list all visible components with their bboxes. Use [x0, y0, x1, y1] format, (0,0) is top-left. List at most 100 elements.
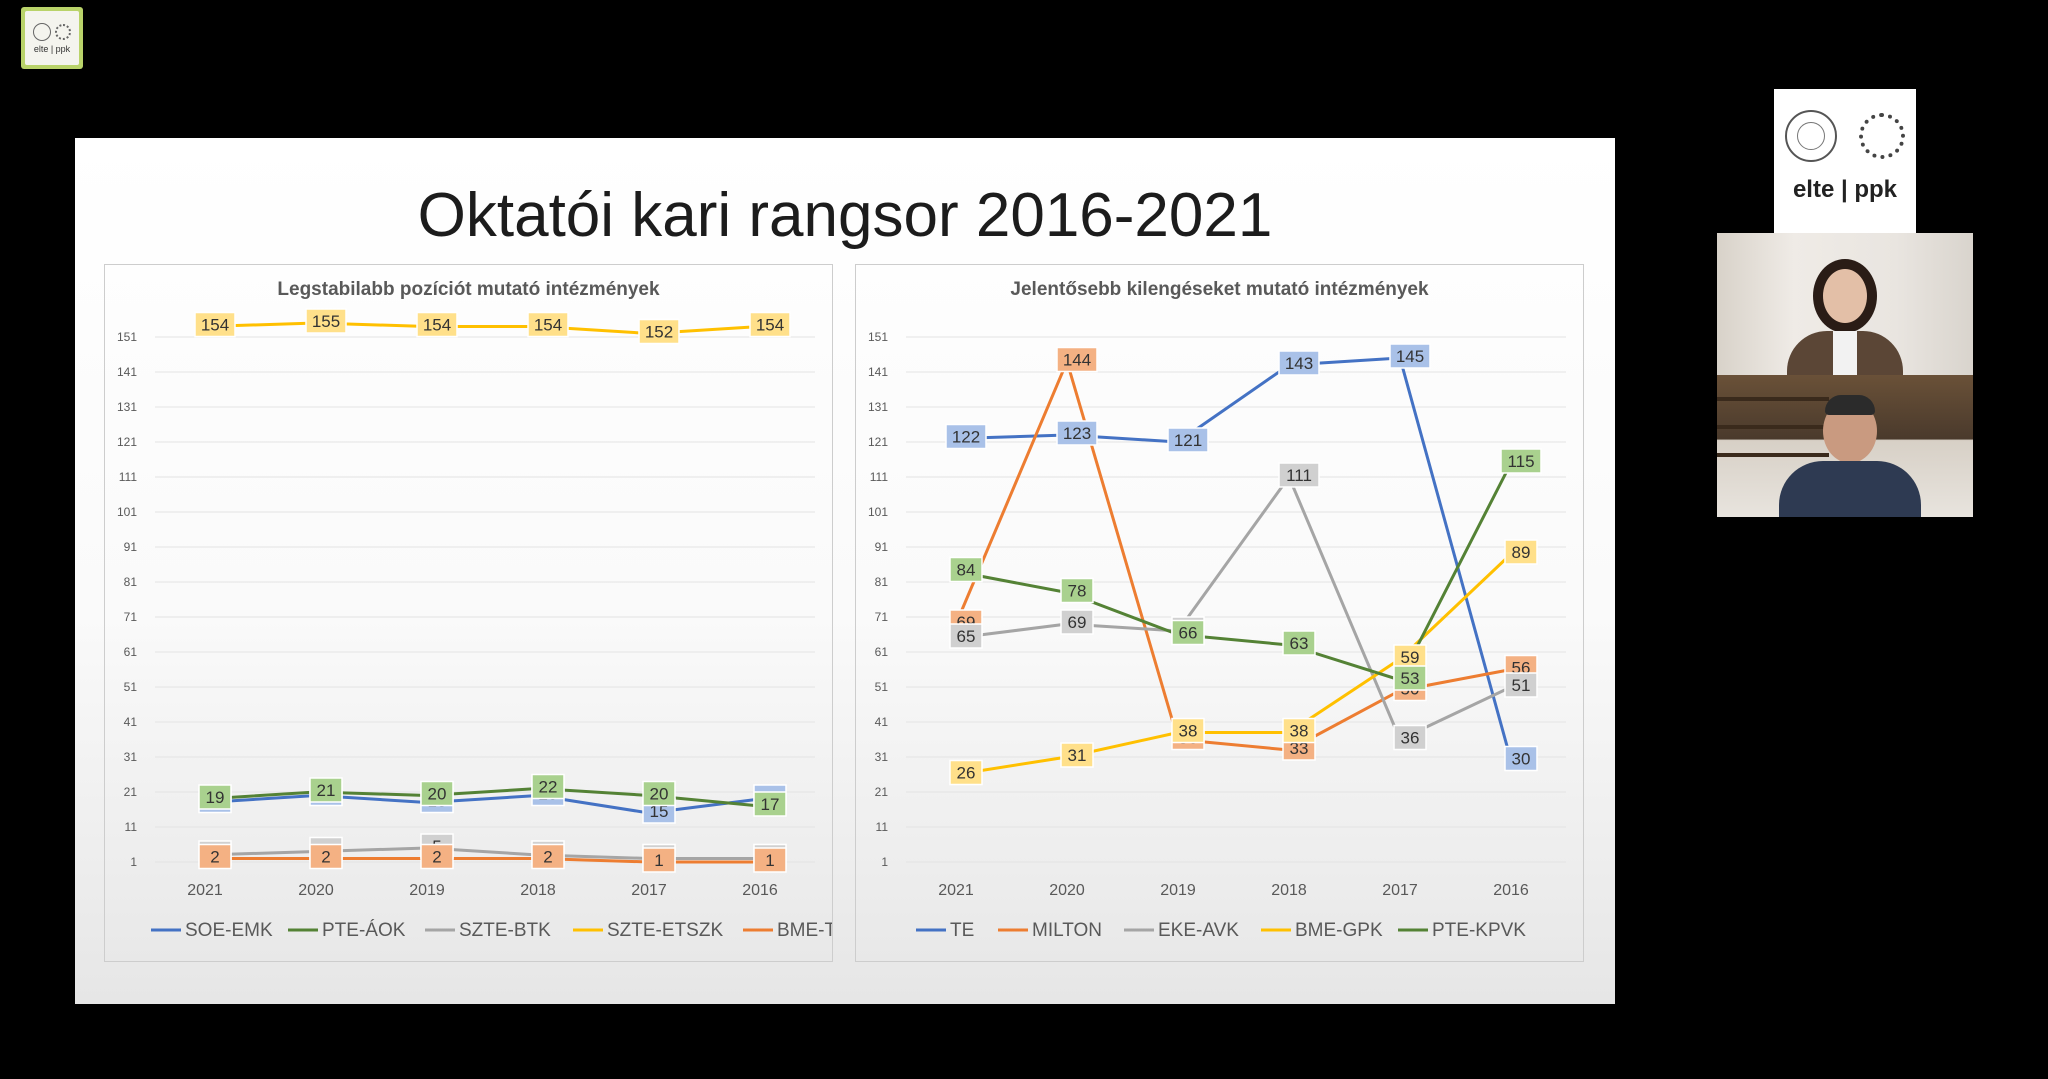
- series-line: [955, 475, 1512, 741]
- data-label: 89: [1504, 539, 1538, 565]
- data-label: 21: [309, 777, 343, 803]
- y-tick-label: 91: [124, 540, 138, 554]
- data-label: 123: [1056, 420, 1098, 446]
- svg-text:53: 53: [1401, 669, 1420, 688]
- svg-text:115: 115: [1507, 452, 1534, 471]
- y-tick-label: 101: [868, 505, 888, 519]
- x-tick-label: 2018: [520, 882, 556, 899]
- legend-item: PTE-ÁOK: [288, 920, 406, 941]
- y-tick-label: 51: [124, 680, 138, 694]
- x-tick-label: 2019: [1160, 882, 1196, 899]
- y-tick-label: 151: [868, 330, 888, 344]
- svg-text:145: 145: [1396, 347, 1424, 366]
- svg-text:152: 152: [645, 323, 673, 342]
- y-tick-label: 71: [875, 610, 889, 624]
- data-label: 30: [1504, 745, 1538, 772]
- legend-item: SOE-EMK: [151, 920, 273, 941]
- data-label: 53: [1393, 665, 1427, 691]
- svg-text:17: 17: [761, 795, 780, 814]
- seal-icon: [33, 22, 51, 41]
- svg-text:TE: TE: [950, 920, 974, 941]
- svg-text:SZTE-ETSZK: SZTE-ETSZK: [607, 920, 723, 941]
- svg-text:38: 38: [1290, 722, 1309, 741]
- svg-text:111: 111: [1286, 466, 1312, 485]
- y-tick-label: 141: [868, 365, 888, 379]
- y-tick-label: 71: [124, 610, 138, 624]
- data-label: 144: [1056, 346, 1098, 373]
- svg-text:63: 63: [1290, 634, 1309, 653]
- x-tick-label: 2018: [1271, 882, 1307, 899]
- y-tick-label: 81: [124, 575, 138, 589]
- x-tick-label: 2020: [1049, 882, 1085, 899]
- svg-text:2: 2: [432, 848, 441, 867]
- data-label: 154: [749, 311, 791, 338]
- x-tick-label: 2017: [1382, 882, 1418, 899]
- svg-text:2: 2: [210, 848, 219, 867]
- y-tick-label: 51: [875, 680, 889, 694]
- y-tick-label: 11: [876, 820, 889, 834]
- data-label: 63: [1282, 630, 1316, 656]
- svg-text:154: 154: [201, 316, 229, 335]
- data-label: 154: [416, 311, 458, 338]
- participant-video-1[interactable]: [1717, 233, 1973, 375]
- svg-text:38: 38: [1179, 722, 1198, 741]
- data-label: 111: [1278, 462, 1320, 488]
- svg-text:155: 155: [312, 312, 340, 331]
- svg-text:78: 78: [1068, 582, 1087, 601]
- y-tick-label: 31: [875, 750, 889, 764]
- data-label: 84: [949, 556, 983, 583]
- svg-text:154: 154: [534, 316, 562, 335]
- dots-logo-icon: [1859, 113, 1905, 159]
- svg-text:20: 20: [650, 785, 669, 804]
- legend-item: MILTON: [998, 920, 1102, 941]
- participant-body: [1779, 461, 1921, 517]
- participant-video-2[interactable]: [1717, 375, 1973, 517]
- y-tick-label: 151: [117, 330, 137, 344]
- svg-text:33: 33: [1290, 739, 1309, 758]
- x-tick-label: 2019: [409, 882, 445, 899]
- data-label: 2: [420, 843, 454, 870]
- y-tick-label: 31: [124, 750, 138, 764]
- participant-hair: [1825, 395, 1875, 415]
- svg-text:20: 20: [428, 785, 447, 804]
- x-tick-label: 2021: [187, 882, 223, 899]
- y-tick-label: 61: [875, 645, 889, 659]
- legend-item: BME-TTK: [743, 920, 832, 941]
- svg-text:PTE-ÁOK: PTE-ÁOK: [322, 920, 406, 941]
- university-seal-icon: [1785, 110, 1837, 162]
- svg-text:19: 19: [206, 788, 225, 807]
- x-tick-label: 2016: [1493, 882, 1529, 899]
- svg-text:65: 65: [957, 627, 976, 646]
- y-tick-label: 111: [119, 470, 138, 484]
- y-tick-label: 131: [117, 400, 137, 414]
- ppk-logo-text: elte | ppk: [1792, 176, 1898, 203]
- x-tick-label: 2021: [938, 882, 974, 899]
- y-tick-label: 91: [875, 540, 889, 554]
- y-tick-label: 41: [875, 715, 889, 729]
- svg-text:MILTON: MILTON: [1032, 920, 1102, 941]
- svg-text:26: 26: [957, 764, 976, 783]
- data-label: 26: [949, 759, 983, 786]
- data-label: 155: [305, 308, 347, 334]
- data-label: 69: [1060, 609, 1094, 635]
- data-label: 66: [1171, 619, 1205, 646]
- svg-text:21: 21: [317, 781, 336, 800]
- svg-text:SOE-EMK: SOE-EMK: [185, 920, 273, 941]
- right-chart-panel: Jelentősebb kilengéseket mutató intézmén…: [855, 264, 1584, 962]
- x-tick-label: 2020: [298, 882, 334, 899]
- svg-text:154: 154: [756, 316, 784, 335]
- y-tick-label: 101: [117, 505, 137, 519]
- corner-logo: elte | ppk: [21, 7, 83, 69]
- series-line: [955, 462, 1513, 682]
- data-label: 36: [1393, 724, 1427, 751]
- participant-collar: [1833, 331, 1857, 375]
- chart-title: Jelentősebb kilengéseket mutató intézmén…: [1010, 279, 1429, 300]
- svg-text:123: 123: [1063, 424, 1091, 443]
- data-label: 1: [753, 847, 787, 873]
- svg-text:154: 154: [423, 316, 451, 335]
- svg-text:84: 84: [957, 561, 976, 580]
- y-tick-label: 121: [868, 435, 888, 449]
- y-tick-label: 1: [130, 855, 137, 869]
- y-tick-label: 21: [124, 785, 138, 799]
- data-label: 121: [1167, 427, 1209, 453]
